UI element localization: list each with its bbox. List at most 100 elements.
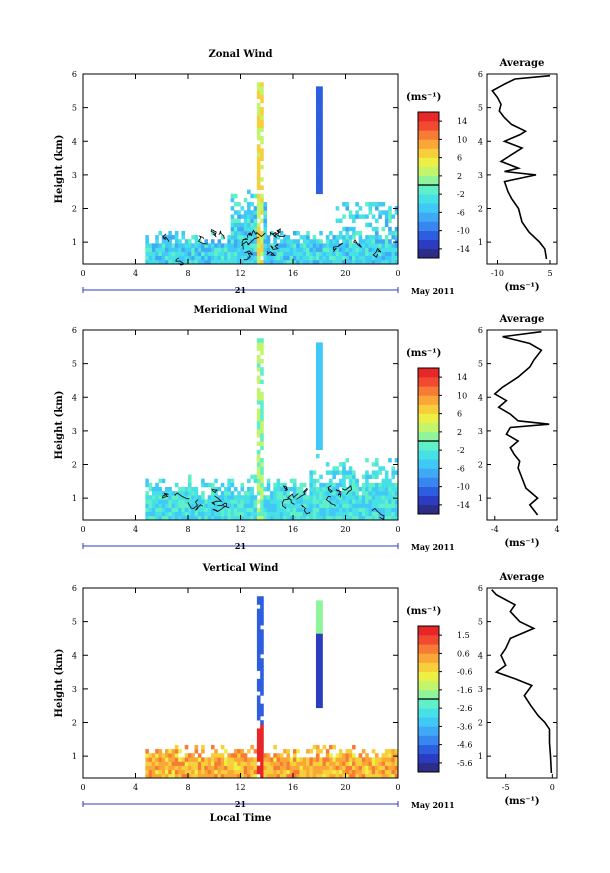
heatmap-cell xyxy=(194,486,199,492)
heatmap-cell xyxy=(375,495,379,500)
heatmap-cell xyxy=(227,753,231,758)
heatmap-cell xyxy=(319,703,323,709)
heatmap-cell xyxy=(319,135,323,141)
heatmap-cell xyxy=(197,773,202,779)
panel-title: Vertical Wind xyxy=(202,563,279,574)
heatmap-cell xyxy=(345,243,350,248)
heatmap-cell xyxy=(240,214,245,219)
heatmap-cell xyxy=(342,491,346,496)
heatmap-cell xyxy=(391,773,396,779)
heatmap-cell xyxy=(247,515,251,521)
heatmap-cell xyxy=(293,749,297,754)
heatmap-cell xyxy=(391,243,396,248)
heatmap-cell xyxy=(174,499,179,504)
heatmap-cell xyxy=(283,491,287,496)
heatmap-cell xyxy=(388,773,392,779)
heatmap-cell xyxy=(338,243,343,248)
heatmap-cell xyxy=(260,616,264,622)
heatmap-cell xyxy=(312,769,317,775)
heatmap-cell xyxy=(286,507,291,513)
heatmap-cell xyxy=(276,499,281,504)
heatmap-cell xyxy=(358,773,363,779)
heatmap-cell xyxy=(253,218,258,223)
heatmap-cell xyxy=(224,495,228,500)
heatmap-cell xyxy=(355,243,359,248)
x-tick-label: 20 xyxy=(340,525,350,534)
heatmap-cell xyxy=(237,247,241,252)
heatmap-cell xyxy=(256,243,261,248)
heatmap-cell xyxy=(394,247,399,252)
heatmap-cell xyxy=(394,769,399,775)
heatmap-cell xyxy=(309,259,313,265)
heatmap-cell xyxy=(329,239,333,244)
heatmap-cell xyxy=(207,499,212,504)
heatmap-cell xyxy=(306,247,310,252)
heatmap-cell xyxy=(220,495,225,500)
heatmap-cell xyxy=(260,230,264,236)
heatmap-cell xyxy=(243,503,248,508)
heatmap-cell xyxy=(256,716,261,721)
heatmap-cell xyxy=(355,255,359,261)
heatmap-cell xyxy=(165,769,169,775)
heatmap-cell xyxy=(158,765,163,771)
heatmap-cell xyxy=(355,478,359,484)
heatmap-cell xyxy=(158,769,163,775)
heatmap-cell xyxy=(240,749,245,754)
heatmap-cell xyxy=(224,255,228,261)
heatmap-cell xyxy=(207,507,212,513)
heatmap-cell xyxy=(312,259,317,265)
y-tick-label: 4 xyxy=(72,393,77,402)
heatmap-cell xyxy=(181,503,186,508)
heatmap-cell xyxy=(273,765,277,771)
heatmap-cell xyxy=(299,251,304,257)
y-tick-label: 6 xyxy=(72,326,77,335)
heatmap-cell xyxy=(375,765,379,771)
heatmap-cell xyxy=(315,425,320,430)
heatmap-cell xyxy=(315,515,320,521)
heatmap-cell xyxy=(145,255,149,261)
heatmap-cell xyxy=(171,247,176,252)
heatmap-cell xyxy=(391,466,396,471)
heatmap-cell xyxy=(260,724,264,729)
heatmap-cell xyxy=(329,230,333,236)
heatmap-cell xyxy=(145,503,149,508)
heatmap-cell xyxy=(174,239,179,244)
heatmap-cell xyxy=(230,515,235,521)
heatmap-cell xyxy=(260,425,264,430)
heatmap-cell xyxy=(355,499,359,504)
heatmap-cell xyxy=(214,503,218,508)
heatmap-cell xyxy=(155,753,159,758)
heatmap-cell xyxy=(256,148,261,153)
heatmap-cell xyxy=(329,259,333,265)
heatmap-cell xyxy=(315,654,320,659)
heatmap-cell xyxy=(188,773,192,779)
heatmap-cell xyxy=(263,757,268,762)
heatmap-cell xyxy=(191,499,195,504)
heatmap-cell xyxy=(256,346,261,351)
heatmap-cell xyxy=(319,425,323,430)
heatmap-cell xyxy=(371,749,376,754)
heatmap-cell xyxy=(220,251,225,257)
heatmap-cell xyxy=(332,757,336,762)
heatmap-cell xyxy=(368,243,373,248)
heatmap-cell xyxy=(342,259,346,265)
heatmap-cell xyxy=(260,177,264,182)
heatmap-cell xyxy=(243,773,248,779)
heatmap-cell xyxy=(237,491,241,496)
heatmap-cell xyxy=(348,466,353,471)
heatmap-cell xyxy=(165,749,169,754)
heatmap-cell xyxy=(368,511,373,517)
heatmap-cell xyxy=(171,515,176,521)
heatmap-cell xyxy=(348,243,353,248)
heatmap-cell xyxy=(342,251,346,257)
heatmap-cell xyxy=(345,230,350,236)
heatmap-cell xyxy=(224,773,228,779)
heatmap-cell xyxy=(165,773,169,779)
heatmap-cell xyxy=(145,499,149,504)
heatmap-cell xyxy=(309,491,313,496)
heatmap-cell xyxy=(388,243,392,248)
heatmap-cell xyxy=(210,769,215,775)
heatmap-cell xyxy=(155,259,159,265)
